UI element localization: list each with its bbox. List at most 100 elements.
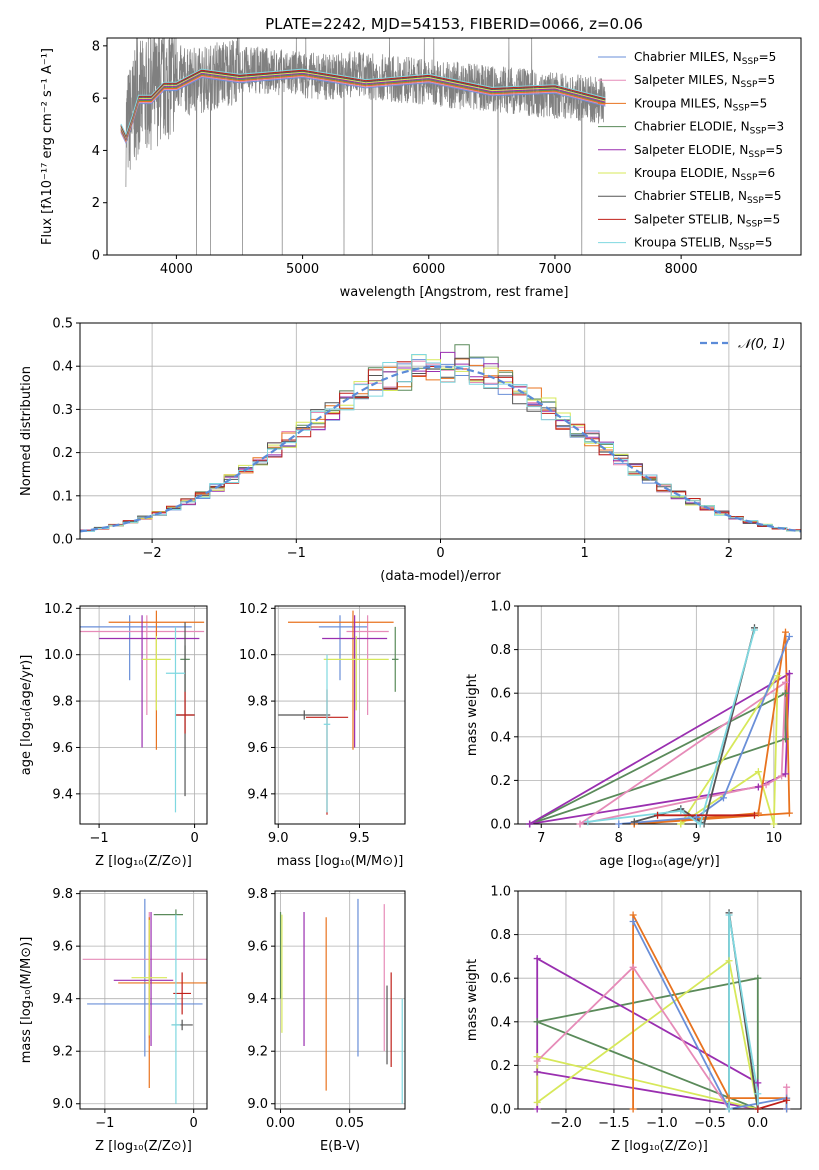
panel-weight_vs_age: 7 8 9 10 0.0 0.2 0.4 0.6 0.8 1.0 age [log₁₀(age/yr…: [465, 600, 802, 869]
weight-marker: [629, 911, 637, 919]
panel-age_vs_mass: 9.0 9.5 9.4 9.6 9.8 10.0 10.2 mass [log₁₀(M/M⊙)…: [239, 602, 406, 869]
weight-line-kroupa_elodie: [680, 672, 779, 824]
weight-marker: [533, 1105, 541, 1113]
weight-marker: [754, 1079, 762, 1087]
weight-marker: [629, 963, 637, 971]
weight-marker: [778, 772, 786, 780]
panel-residuals: −2 −1 0 1 2 0.0 0.1 0.2 0.3 0.4 0.5 (data-model)/er…: [19, 317, 802, 584]
y-tick-label: 0.1: [52, 489, 73, 504]
legend-entry: Kroupa STELIB, NSSP=5: [634, 236, 772, 253]
weight-marker: [630, 818, 638, 826]
x-axis-label: (data-model)/error: [380, 569, 501, 584]
x-tick-label: 9: [692, 831, 700, 846]
weight-line-chabrier_elodie: [536, 977, 759, 1109]
weight-marker: [785, 809, 793, 817]
legend-entry: 𝒩(0, 1): [738, 337, 785, 352]
legend-entry: Salpeter STELIB, NSSP=5: [634, 212, 780, 229]
axes-frame: [79, 322, 802, 540]
y-tick-label: 9.6: [247, 940, 268, 955]
x-tick-label: 0: [190, 831, 198, 846]
x-tick-label: 1: [581, 546, 589, 561]
y-tick-label: 0: [92, 249, 100, 264]
weight-marker: [754, 1105, 762, 1113]
weight-marker: [533, 1098, 541, 1106]
y-tick-label: 0.8: [490, 928, 511, 943]
y-tick-label: 9.4: [52, 787, 73, 802]
weight-marker: [629, 1105, 637, 1113]
x-axis-label: age [log₁₀(age/yr)]: [599, 854, 720, 869]
weight-marker: [696, 820, 704, 828]
x-tick-label: −2: [143, 546, 162, 561]
y-tick-label: 10.2: [239, 602, 268, 617]
y-tick-label: 0.0: [490, 1103, 511, 1118]
weight-marker: [677, 820, 685, 828]
y-tick-label: 9.8: [247, 887, 268, 902]
x-axis-label: Z [log₁₀(Z/Z⊙)]: [95, 1139, 192, 1154]
panel-mass_vs_Z: −1 0 9.0 9.2 9.4 9.6 9.8 Z [log₁₀(Z/Z⊙)] mass [l…: [19, 887, 208, 1154]
weight-line-chabrier_miles: [618, 636, 791, 824]
axes-frame: [106, 37, 802, 256]
weight-marker: [533, 1018, 541, 1026]
weight-line-salpeter_miles: [579, 680, 787, 824]
x-axis-label: mass [log₁₀(M/M⊙)]: [277, 854, 404, 869]
y-axis-label: mass [log₁₀(M/M⊙)]: [19, 937, 34, 1064]
x-tick-label: 0.05: [335, 1116, 364, 1131]
x-tick-label: 9.5: [349, 831, 370, 846]
weight-marker: [785, 670, 793, 678]
weight-marker: [783, 1096, 791, 1104]
y-axis-label: mass weight: [465, 959, 480, 1041]
weight-marker: [754, 1090, 762, 1098]
weight-marker: [754, 809, 762, 817]
y-tick-label: 9.6: [52, 940, 73, 955]
legend-entry: Chabrier ELODIE, NSSP=3: [634, 120, 784, 137]
y-tick-label: 9.8: [52, 887, 73, 902]
y-axis-label: mass weight: [465, 674, 480, 756]
x-axis-label: Z [log₁₀(Z/Z⊙)]: [95, 854, 192, 869]
weight-marker: [783, 1083, 791, 1091]
x-tick-label: 8000: [665, 262, 698, 277]
x-tick-label: −1.0: [646, 1116, 678, 1131]
y-tick-label: 9.4: [247, 787, 268, 802]
plot-area: [120, 38, 606, 255]
weight-marker: [783, 1105, 791, 1113]
y-tick-label: 0.3: [52, 403, 73, 418]
x-tick-label: 6000: [412, 262, 445, 277]
x-tick-label: 2: [725, 546, 733, 561]
y-tick-label: 10.0: [44, 648, 73, 663]
x-tick-label: 4000: [160, 262, 193, 277]
y-tick-label: 0.5: [52, 317, 73, 332]
axes-frame: [79, 605, 208, 825]
weight-marker: [774, 672, 782, 680]
y-tick-label: 8: [92, 39, 100, 54]
weight-marker: [677, 807, 685, 815]
x-tick-label: 0: [436, 546, 444, 561]
panel-mass_vs_ebv: 0.00 0.05 9.0 9.2 9.4 9.6 9.8 E(B-V): [247, 887, 406, 1154]
weight-marker: [781, 689, 789, 697]
weight-marker: [725, 1094, 733, 1102]
x-tick-label: −1: [287, 546, 306, 561]
y-axis-label: Normed distribution: [19, 366, 34, 496]
weight-marker: [750, 811, 758, 819]
y-axis-label: Flux [fλ10⁻¹⁷ erg cm⁻² s⁻¹ A⁻¹]: [40, 48, 55, 245]
x-tick-label: 8: [615, 831, 623, 846]
y-tick-label: 9.4: [52, 992, 73, 1007]
x-tick-label: −0.5: [694, 1116, 726, 1131]
x-axis-label: Z [log₁₀(Z/Z⊙)]: [611, 1139, 708, 1154]
y-tick-label: 0.4: [490, 730, 511, 745]
x-tick-label: 0: [190, 1116, 198, 1131]
x-tick-label: −1.5: [598, 1116, 630, 1131]
weight-marker: [526, 820, 534, 828]
y-tick-label: 0.2: [52, 446, 73, 461]
plot-area: [80, 323, 801, 539]
weight-line-salpeter_elodie: [529, 672, 791, 824]
weight-line-chabrier_elodie: [529, 691, 787, 824]
weight-marker: [781, 735, 789, 743]
weight-marker: [615, 820, 623, 828]
weight-marker: [725, 957, 733, 965]
weight-marker: [725, 911, 733, 919]
plot-area: [518, 606, 801, 824]
y-tick-label: 6: [92, 92, 100, 107]
y-tick-label: 9.4: [247, 992, 268, 1007]
weight-marker: [533, 955, 541, 963]
